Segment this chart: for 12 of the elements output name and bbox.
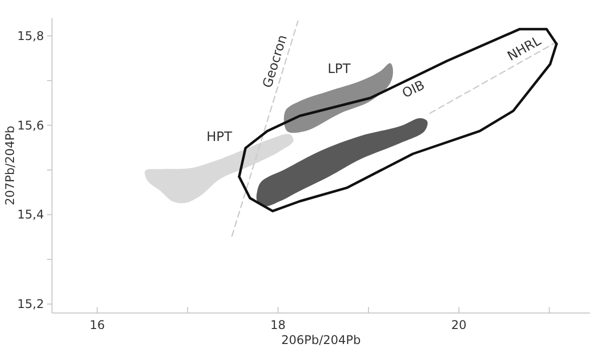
x-axis-title: 206Pb/204Pb — [281, 333, 361, 347]
x-tick-label: 18 — [270, 318, 286, 332]
y-tick-label: 15,8 — [17, 28, 44, 43]
series-label: LPT — [328, 62, 351, 78]
x-tick-label: 20 — [451, 318, 467, 332]
y-tick-label: 15,4 — [17, 208, 44, 222]
text: OIB — [400, 78, 428, 102]
y-tick-label: 15,6 — [17, 118, 44, 132]
y-axis-title: 207Pb/204Pb — [3, 126, 17, 206]
series-label: HPT — [206, 130, 232, 145]
x-tick-label: 16 — [90, 318, 105, 332]
y-tick-label: 15,2 — [17, 297, 44, 312]
